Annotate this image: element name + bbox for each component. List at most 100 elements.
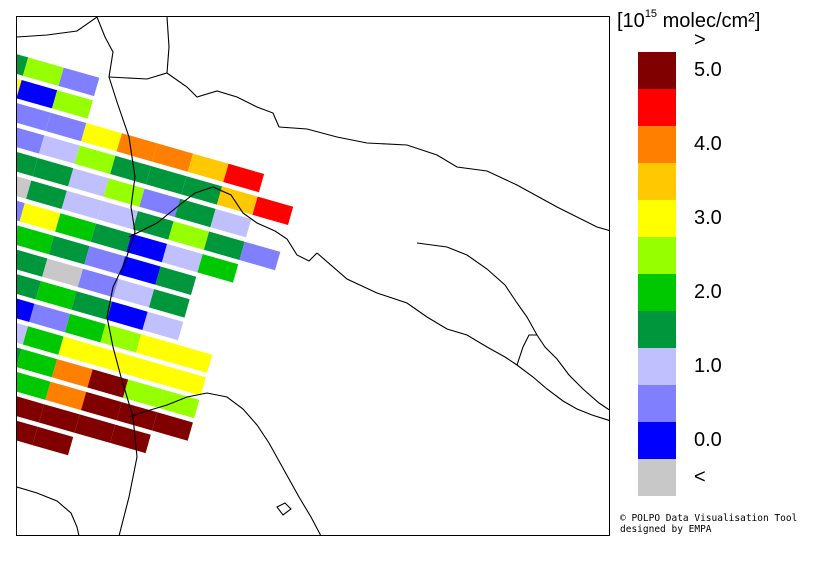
swath-pixel xyxy=(17,78,22,97)
swath-pixel xyxy=(93,346,135,376)
legend-tick-label: > xyxy=(694,29,706,51)
legend-swatch xyxy=(638,459,676,496)
swath-pixel xyxy=(187,153,229,182)
legend-swatch xyxy=(638,200,676,237)
swath-pixel xyxy=(71,291,113,320)
legend-swatch xyxy=(638,52,676,89)
swath-pixel xyxy=(22,57,64,86)
swath-pixel xyxy=(38,404,80,433)
swath-pixel xyxy=(58,67,100,97)
swath-pixel xyxy=(90,223,132,252)
swath-pixel xyxy=(61,190,103,220)
swath-pixel xyxy=(171,344,213,373)
swath-pixel xyxy=(223,163,265,193)
border-switzerland-south xyxy=(128,186,318,262)
swath-pixel xyxy=(17,200,25,222)
swath-pixel xyxy=(87,369,129,398)
map-panel[interactable] xyxy=(16,16,610,536)
border-austria xyxy=(166,17,609,232)
swath-pixel xyxy=(239,241,281,271)
swath-pixel xyxy=(197,254,239,283)
swath-pixel xyxy=(129,356,171,386)
swath-pixel xyxy=(26,180,67,209)
coastline-ligurian xyxy=(128,392,322,535)
legend-swatch xyxy=(638,89,676,126)
swath-pixel xyxy=(84,246,126,275)
legend-swatch xyxy=(638,348,676,385)
swath-pixel xyxy=(74,145,116,174)
swath-pixel xyxy=(97,200,138,230)
swath-pixel xyxy=(74,414,116,443)
border-germany xyxy=(17,17,98,38)
swath-pixel xyxy=(148,289,190,318)
border-switzerland-north xyxy=(108,72,280,128)
swath-pixel xyxy=(155,266,197,295)
swath-pixel xyxy=(17,54,29,76)
legend-swatch xyxy=(638,237,676,274)
swath-pixel xyxy=(152,143,193,172)
swath-pixel xyxy=(126,233,168,263)
no2-swath-layer xyxy=(17,54,294,456)
swath-pixel xyxy=(17,323,28,345)
swath-pixel xyxy=(55,213,96,242)
swath-pixel xyxy=(152,412,193,441)
map-canvas[interactable] xyxy=(17,17,610,536)
legend-tick-label: 5.0 xyxy=(694,59,722,81)
swath-pixel xyxy=(161,243,203,273)
country-borders xyxy=(17,17,609,535)
swath-pixel xyxy=(17,127,45,154)
swath-pixel xyxy=(17,420,38,446)
swath-pixel xyxy=(17,152,38,177)
swath-pixel xyxy=(17,249,48,277)
legend-tick-label: 1.0 xyxy=(694,355,722,377)
coastline-adriatic xyxy=(316,252,609,421)
swath-pixel xyxy=(52,90,93,119)
swath-pixel xyxy=(210,208,252,238)
coastline-corsica xyxy=(17,486,80,535)
legend-swatch xyxy=(638,385,676,422)
legend-swatch xyxy=(638,163,676,200)
swath-pixel xyxy=(81,123,122,152)
border-italy-slovenia xyxy=(416,242,538,336)
border-france-switzerland xyxy=(96,17,138,535)
swath-pixel xyxy=(110,155,151,185)
swath-pixel xyxy=(17,298,35,322)
swath-pixel xyxy=(113,278,155,308)
swath-pixel xyxy=(136,334,177,363)
swath-pixel xyxy=(252,196,294,225)
swath-pixel xyxy=(174,198,216,228)
legend-title-unit: molec/cm²] xyxy=(657,10,761,32)
credit-line-1: © POLPO Data Visualisation Tool xyxy=(620,513,798,524)
coastline-istria xyxy=(516,334,609,411)
legend-swatch xyxy=(638,274,676,311)
swath-pixel xyxy=(17,372,51,400)
swath-pixel xyxy=(142,311,184,341)
swath-pixel xyxy=(103,178,145,207)
swath-pixel xyxy=(17,274,41,300)
swath-pixel xyxy=(216,186,258,215)
swath-pixel xyxy=(32,426,74,456)
swath-pixel xyxy=(35,281,77,310)
swath-pixel xyxy=(29,303,71,333)
swath-pixel xyxy=(116,133,158,162)
swath-pixel xyxy=(77,268,119,298)
swath-pixel xyxy=(68,168,109,197)
swath-pixel xyxy=(110,424,151,454)
swath-pixel xyxy=(51,359,93,388)
swath-pixel xyxy=(17,103,51,131)
swath-pixel xyxy=(58,336,100,365)
legend-tick-label: 2.0 xyxy=(694,281,722,303)
legend-tick-label: < xyxy=(694,466,706,488)
swath-pixel xyxy=(17,396,45,423)
swath-pixel xyxy=(32,158,74,187)
swath-pixel xyxy=(100,324,142,353)
legend-swatch xyxy=(638,422,676,459)
swath-pixel xyxy=(17,348,58,378)
swath-pixel xyxy=(22,326,64,355)
credit-line-2: designed by EMPA xyxy=(620,524,712,535)
swath-pixel xyxy=(119,256,161,285)
swath-pixel xyxy=(158,389,200,419)
swath-pixel xyxy=(17,225,19,231)
legend-title: [1015 molec/cm²] xyxy=(617,8,813,38)
swath-pixel xyxy=(17,80,58,109)
